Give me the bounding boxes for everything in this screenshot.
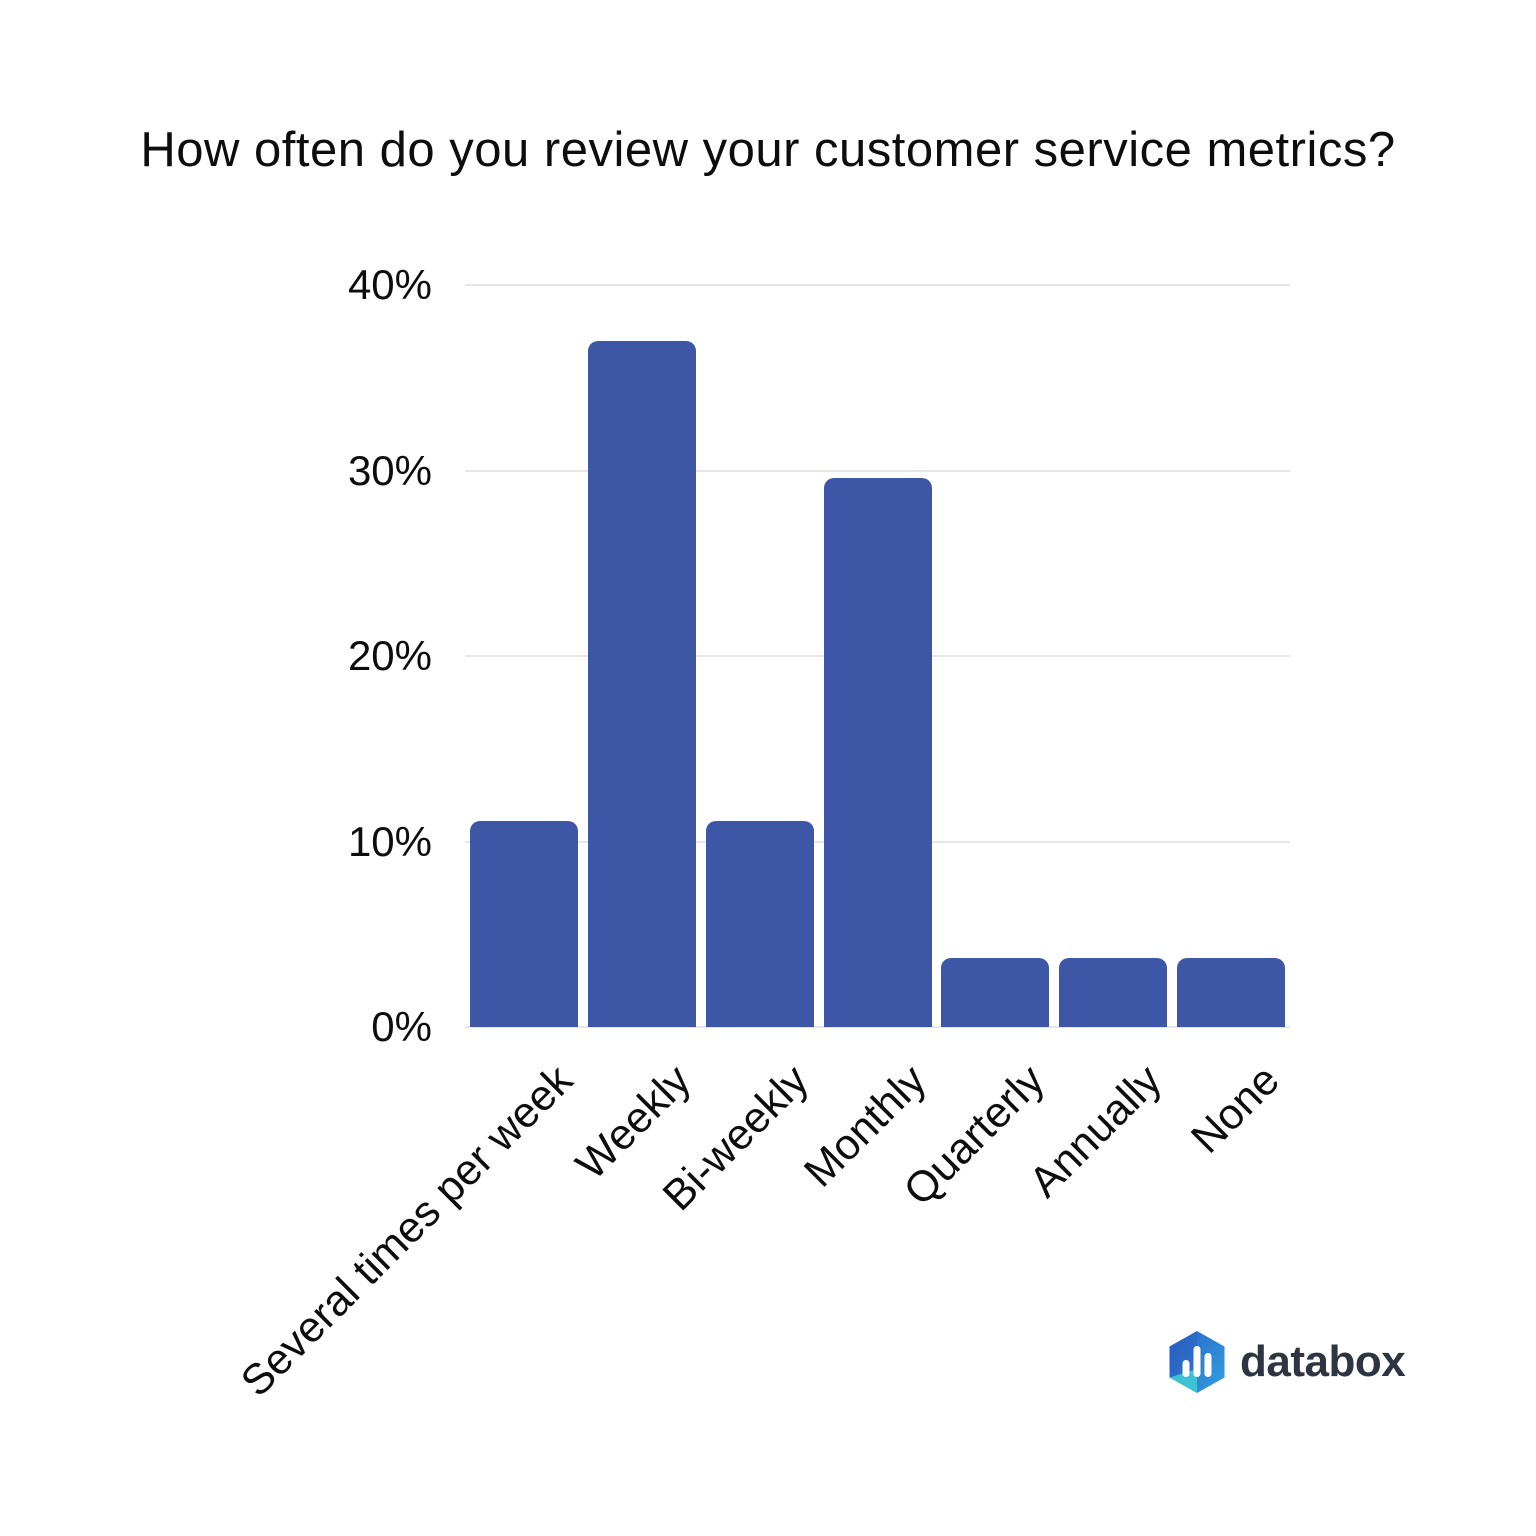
gridline-30% <box>465 469 1290 472</box>
x-axis-label-several-times-per-week: Several times per week <box>231 1056 582 1406</box>
y-axis-label: 20% <box>347 632 432 679</box>
bar-annually <box>1059 958 1168 1027</box>
x-axis-label-none: None <box>1182 1056 1290 1163</box>
y-axis-label: 40% <box>347 261 432 308</box>
databox-hexagon-barchart-icon <box>1169 1331 1225 1393</box>
plot-area <box>465 284 1290 1028</box>
bar-quarterly <box>941 958 1050 1027</box>
bar-several-times-per-week <box>469 821 578 1027</box>
bar-bi-weekly <box>705 821 814 1027</box>
bar-monthly <box>823 477 932 1027</box>
databox-logo: databox <box>1168 1328 1406 1396</box>
gridline-40% <box>465 284 1290 286</box>
y-axis-label: 30% <box>347 446 432 494</box>
gridline-0% <box>465 1026 1290 1028</box>
y-axis-label: 0% <box>371 1003 432 1050</box>
bar-none <box>1177 958 1286 1027</box>
chart-title: How often do you review your customer se… <box>140 123 1396 177</box>
bar-weekly <box>587 340 696 1027</box>
y-axis-label: 10% <box>347 817 432 865</box>
databox-wordmark: databox <box>1240 1337 1406 1386</box>
